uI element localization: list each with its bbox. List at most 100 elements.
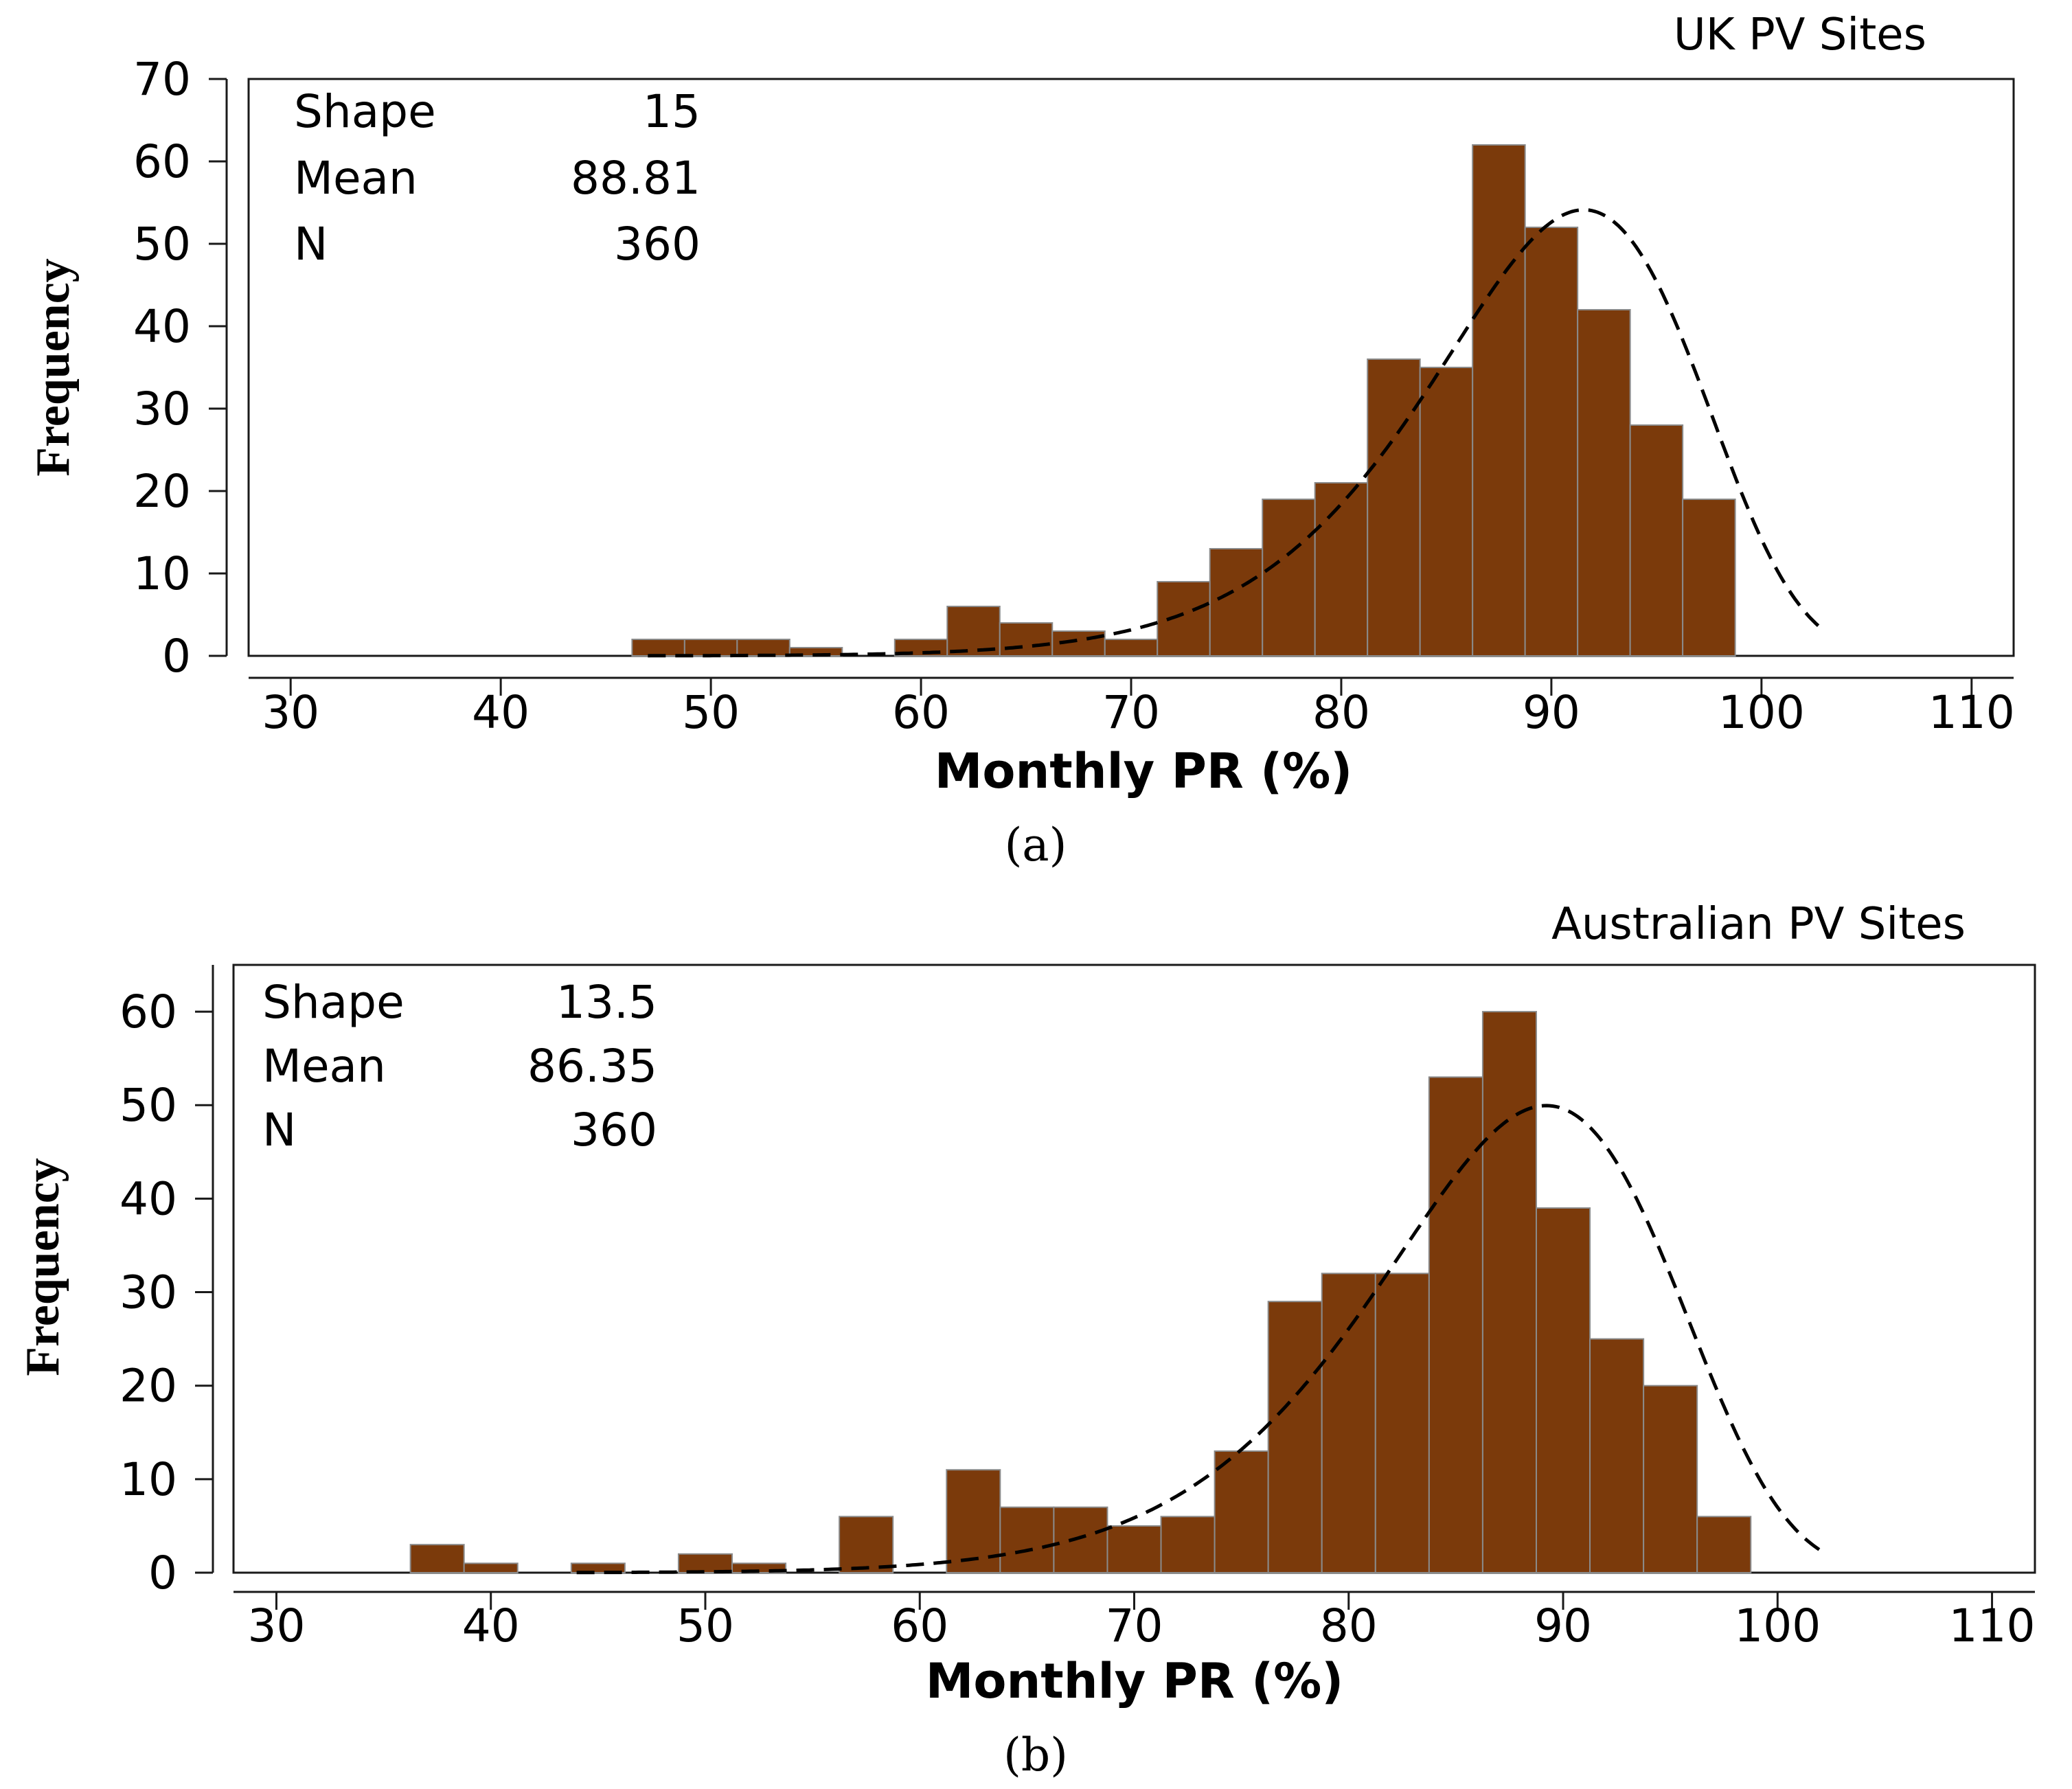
histogram-bar bbox=[1682, 499, 1736, 657]
weibull-fit-curve bbox=[648, 207, 1826, 658]
histogram-bar bbox=[570, 1562, 626, 1573]
stat-value-mean: 88.81 bbox=[571, 152, 701, 205]
chart-title: UK PV Sites bbox=[1674, 10, 1926, 60]
x-axis-label: Monthly PR (%) bbox=[926, 1653, 1344, 1709]
x-tick-label: 100 bbox=[1734, 1599, 1821, 1652]
histogram-bar bbox=[1643, 1385, 1698, 1573]
y-tick-label: 40 bbox=[119, 1172, 177, 1225]
histogram-bar bbox=[631, 639, 685, 657]
x-tick-label: 110 bbox=[1949, 1599, 2036, 1652]
histogram-bar bbox=[1524, 227, 1579, 657]
histogram-bar bbox=[1214, 1450, 1269, 1573]
histogram-panel-australia: Australian PV Sites 0 10 20 30 40 50 60 30 40 50… bbox=[16, 899, 2036, 1781]
y-ticks: 0 10 20 30 40 50 60 70 bbox=[133, 53, 227, 683]
x-tick-label: 100 bbox=[1718, 686, 1805, 739]
histogram-panel-uk: UK PV Sites 0 10 20 30 40 50 60 70 30 40 50 60 70 80… bbox=[27, 10, 2015, 871]
stat-label-mean: Mean bbox=[294, 152, 418, 205]
histogram-bar bbox=[736, 639, 790, 657]
x-ticks: 30 40 50 60 70 80 90 100 110 bbox=[247, 1592, 2036, 1652]
histogram-bar bbox=[1629, 424, 1684, 657]
panel-caption: (a) bbox=[1005, 819, 1067, 871]
histogram-bar bbox=[1157, 581, 1211, 657]
x-tick-label: 60 bbox=[892, 686, 950, 739]
x-tick-label: 40 bbox=[472, 686, 530, 739]
histogram-bar bbox=[999, 622, 1054, 657]
y-tick-label: 20 bbox=[119, 1360, 177, 1413]
stats-box: Shape 13.5 Mean 86.35 N 360 bbox=[262, 976, 657, 1156]
histogram-bar bbox=[1589, 1338, 1645, 1573]
y-tick-label: 60 bbox=[119, 985, 177, 1038]
y-tick-label: 70 bbox=[133, 53, 191, 106]
x-tick-label: 80 bbox=[1320, 1599, 1378, 1652]
y-tick-label: 60 bbox=[133, 135, 191, 188]
histogram-bar bbox=[1696, 1516, 1752, 1573]
y-tick-label: 40 bbox=[133, 300, 191, 353]
panel-caption: (b) bbox=[1003, 1729, 1068, 1781]
stat-value-mean: 86.35 bbox=[527, 1040, 657, 1093]
stat-label-shape: Shape bbox=[294, 85, 436, 138]
y-tick-label: 20 bbox=[133, 465, 191, 518]
y-tick-label: 10 bbox=[119, 1453, 177, 1506]
stat-label-shape: Shape bbox=[262, 976, 405, 1029]
x-tick-label: 60 bbox=[891, 1599, 948, 1652]
stat-value-n: 360 bbox=[614, 218, 701, 271]
x-tick-label: 80 bbox=[1312, 686, 1370, 739]
stat-label-n: N bbox=[294, 218, 328, 271]
x-tick-label: 110 bbox=[1928, 686, 2015, 739]
histogram-bar bbox=[1577, 309, 1631, 657]
x-tick-label: 30 bbox=[262, 686, 319, 739]
histogram-bar bbox=[1160, 1516, 1216, 1573]
histogram-bar bbox=[409, 1544, 465, 1573]
histogram-bar bbox=[839, 1516, 894, 1573]
histogram-bar bbox=[1267, 1301, 1323, 1573]
x-axis-label: Monthly PR (%) bbox=[935, 743, 1353, 799]
y-axis-label: Frequency bbox=[16, 1158, 69, 1376]
histogram-bar bbox=[999, 1506, 1055, 1574]
x-tick-label: 30 bbox=[247, 1599, 305, 1652]
weibull-fit-curve bbox=[576, 1104, 1822, 1575]
bars bbox=[409, 1011, 1752, 1574]
x-tick-label: 50 bbox=[682, 686, 740, 739]
y-ticks: 0 10 20 30 40 50 60 bbox=[119, 985, 213, 1599]
histogram-bar bbox=[1428, 1076, 1483, 1573]
histogram-bar bbox=[1481, 1011, 1537, 1573]
histogram-bar bbox=[1314, 482, 1369, 657]
histogram-bar bbox=[1209, 548, 1264, 657]
y-axis-label: Frequency bbox=[27, 258, 80, 477]
histogram-bar bbox=[1374, 1273, 1430, 1574]
histogram-bar bbox=[1106, 1525, 1162, 1574]
y-tick-label: 50 bbox=[133, 218, 191, 271]
stat-value-shape: 13.5 bbox=[556, 976, 657, 1029]
y-tick-label: 0 bbox=[148, 1547, 177, 1599]
histogram-bar bbox=[1535, 1207, 1591, 1573]
x-tick-label: 70 bbox=[1106, 1599, 1163, 1652]
histogram-bar bbox=[1262, 499, 1316, 657]
x-tick-label: 90 bbox=[1534, 1599, 1592, 1652]
histogram-bar bbox=[463, 1562, 519, 1573]
histogram-bar bbox=[1321, 1273, 1376, 1574]
histogram-bar bbox=[1419, 367, 1474, 657]
y-tick-label: 50 bbox=[119, 1079, 177, 1132]
x-ticks: 30 40 50 60 70 80 90 100 110 bbox=[262, 678, 2015, 739]
stats-box: Shape 15 Mean 88.81 N 360 bbox=[294, 85, 701, 271]
y-tick-label: 10 bbox=[133, 547, 191, 600]
histogram-bar bbox=[1104, 639, 1159, 657]
x-tick-label: 50 bbox=[676, 1599, 734, 1652]
stat-value-shape: 15 bbox=[643, 85, 701, 138]
histogram-bar bbox=[677, 1553, 733, 1574]
x-tick-label: 40 bbox=[462, 1599, 520, 1652]
y-tick-label: 30 bbox=[133, 383, 191, 435]
histogram-bar bbox=[1051, 630, 1106, 657]
histogram-bar bbox=[683, 639, 738, 657]
y-tick-label: 30 bbox=[119, 1266, 177, 1319]
y-tick-label: 0 bbox=[162, 630, 191, 683]
stat-label-n: N bbox=[262, 1104, 296, 1156]
stat-label-mean: Mean bbox=[262, 1040, 386, 1093]
stat-value-n: 360 bbox=[571, 1104, 657, 1156]
histogram-bar bbox=[1053, 1506, 1108, 1574]
plot-frame bbox=[247, 78, 2015, 657]
x-tick-label: 70 bbox=[1102, 686, 1160, 739]
plot-frame bbox=[232, 964, 2036, 1574]
histogram-bar bbox=[1367, 358, 1421, 657]
